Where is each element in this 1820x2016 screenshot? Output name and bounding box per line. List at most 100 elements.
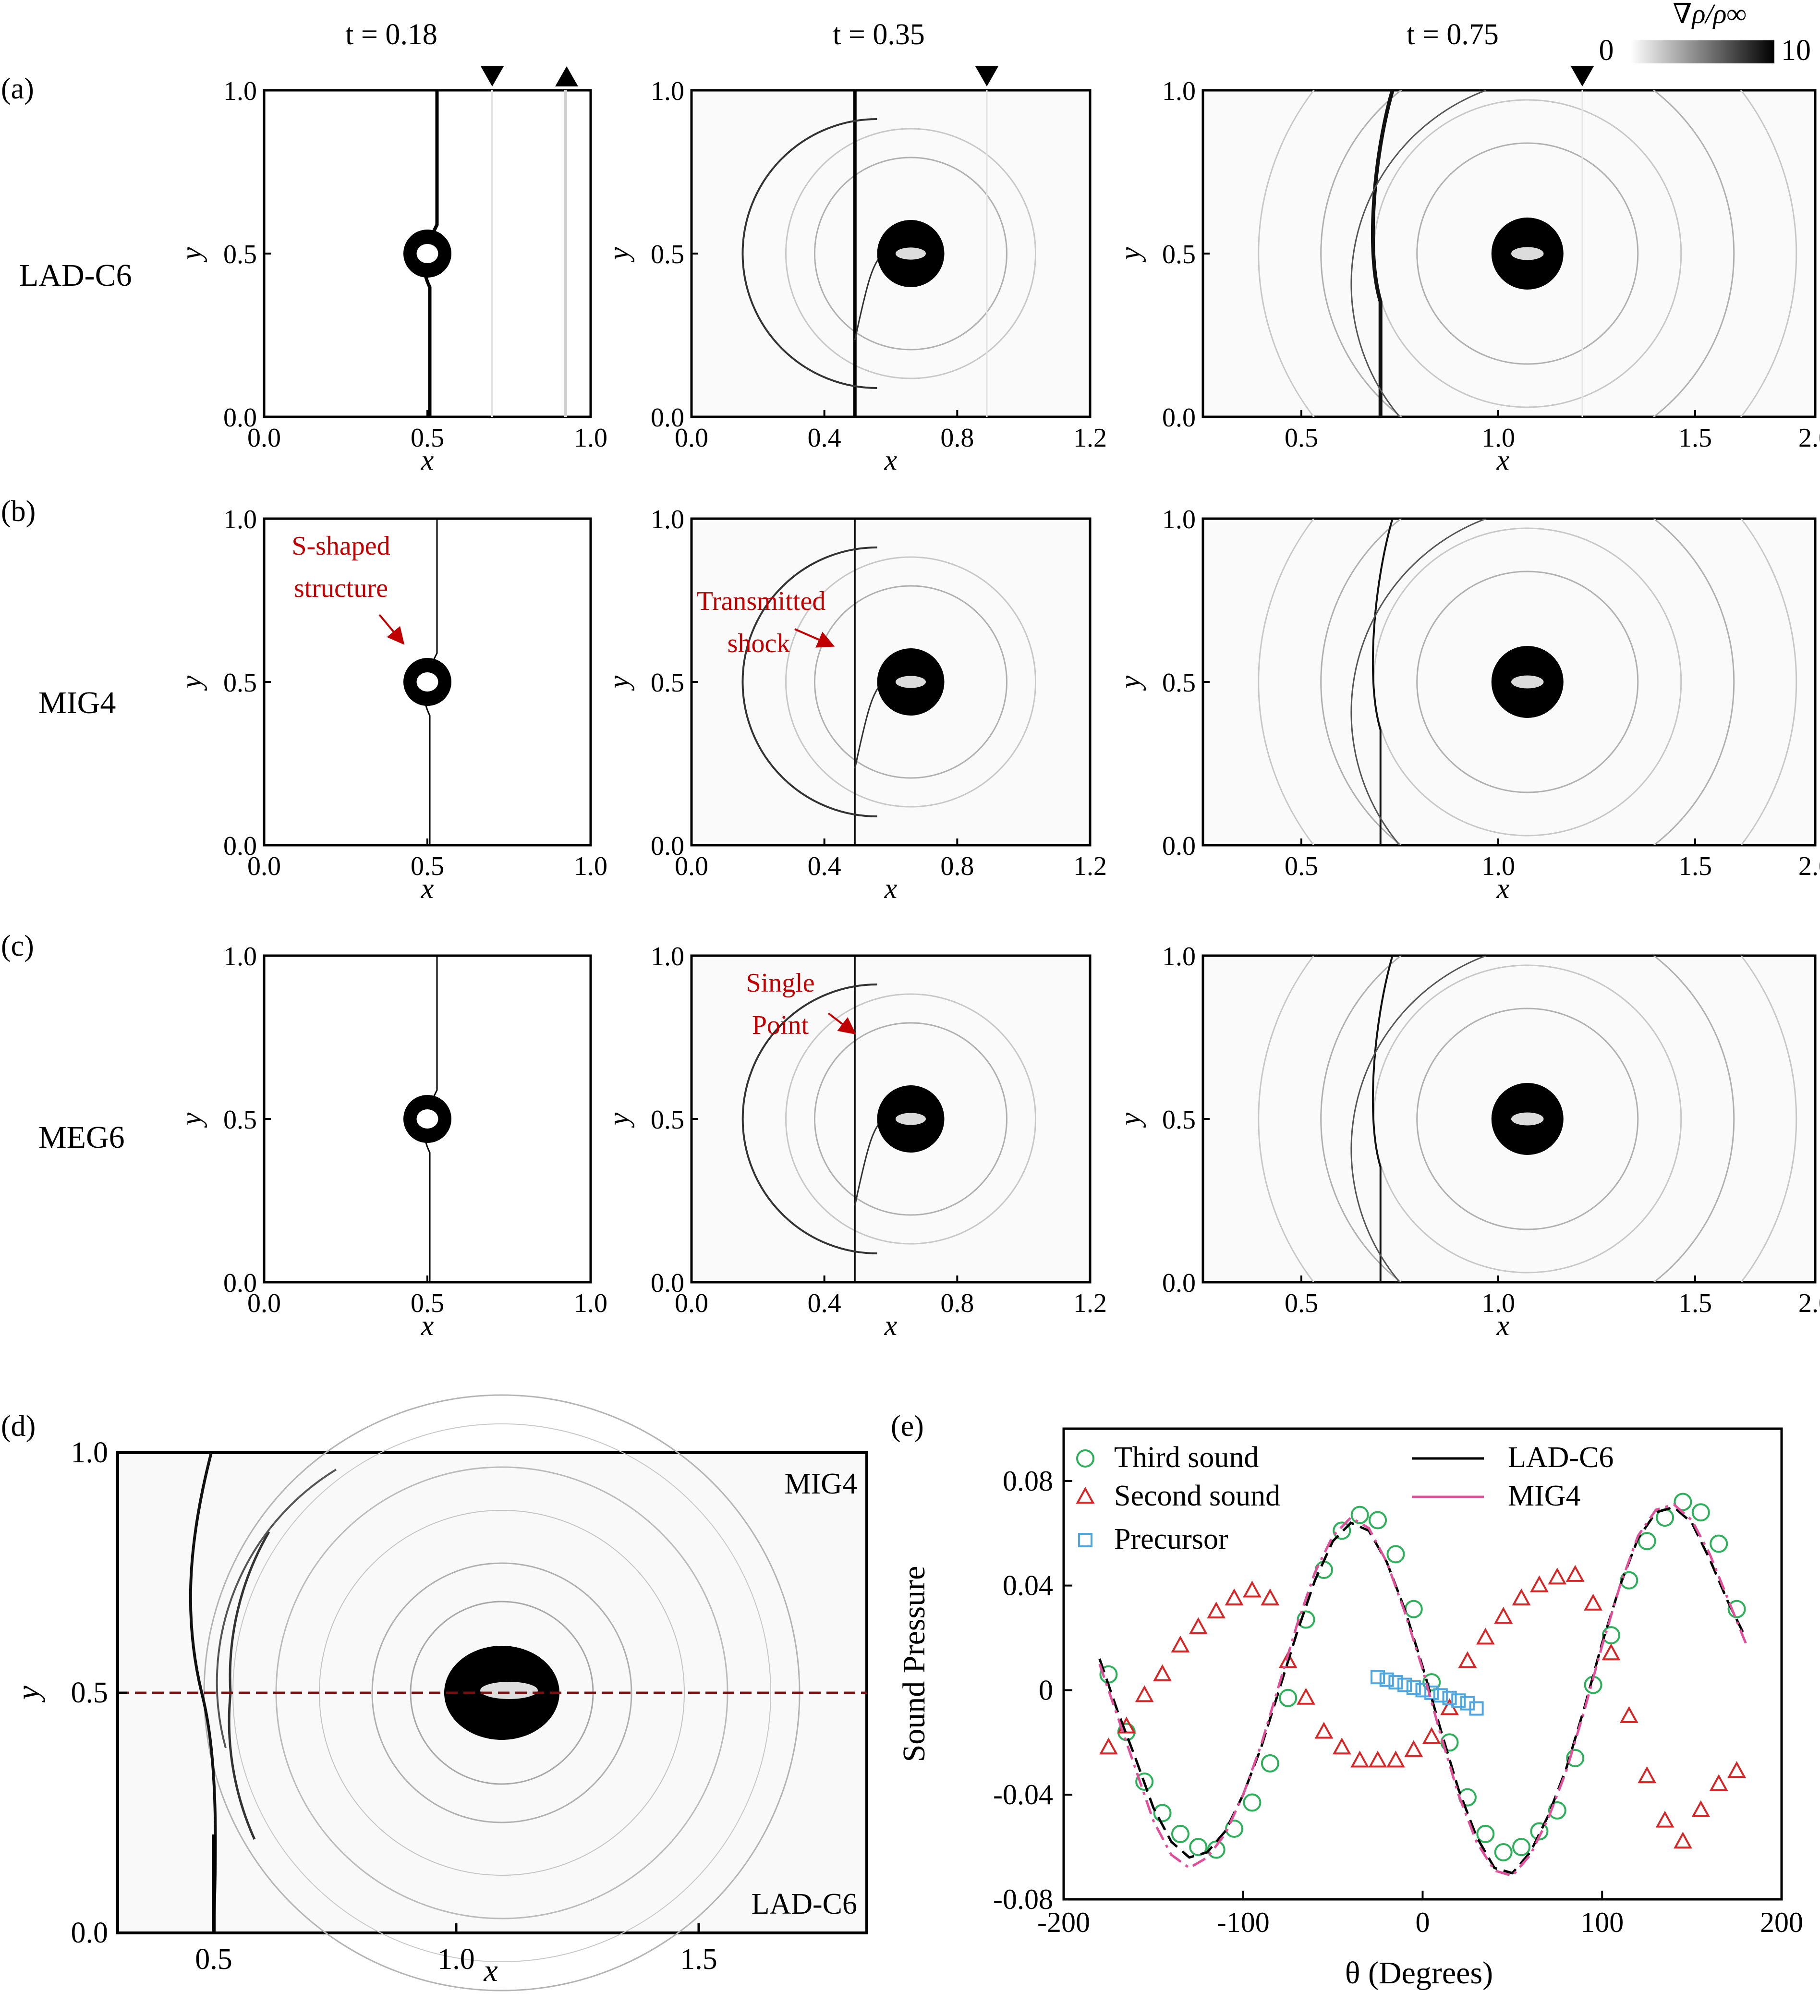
data-point — [1442, 1690, 1457, 1705]
data-point — [1709, 1774, 1728, 1791]
ylabel: y — [1114, 1112, 1146, 1128]
row-name-mig4: MIG4 — [38, 685, 116, 720]
panel-e-chart: (e) -200 -100 0 100 200 -0.08 -0.04 0 0.04 0.08 θ… — [891, 1410, 1803, 1991]
ytick-label: 0.04 — [1003, 1570, 1053, 1602]
xtick-label: -100 — [1217, 1907, 1270, 1938]
data-point — [1710, 1534, 1728, 1553]
data-point — [1458, 1651, 1477, 1668]
annotation-s-shaped-arrow — [378, 614, 405, 645]
probe-markers — [481, 66, 1594, 86]
xtick-label: 100 — [1580, 1907, 1624, 1938]
colorbar-max: 10 — [1781, 34, 1811, 67]
ytick-label: 1.0 — [1162, 76, 1196, 106]
xtick-label: 0.0 — [247, 851, 281, 881]
ylabel: y — [175, 247, 207, 263]
data-point — [1433, 1688, 1448, 1703]
ytick-label: 1.0 — [223, 942, 257, 972]
ytick-label: 0.0 — [651, 1268, 684, 1298]
legend-item-precursor: Precursor — [1078, 1523, 1228, 1555]
panel-d-tag: (d) — [1, 1410, 36, 1443]
data-point — [1171, 1635, 1190, 1652]
ytick-label: 1.0 — [223, 505, 257, 534]
data-point — [1548, 1567, 1567, 1585]
xtick-label: 0.4 — [808, 1288, 841, 1318]
ylabel: y — [603, 1112, 634, 1128]
simulation-panels: 0.00.51.0y0.0 0.5 1.0x0.00.51.0y0.0 0.4 0.8 1… — [175, 66, 1820, 1341]
ylabel: y — [603, 675, 634, 691]
data-point — [1638, 1766, 1657, 1784]
panel-e-xlabel: θ (Degrees) — [1345, 1955, 1493, 1991]
data-point — [1279, 1688, 1298, 1707]
ytick-label: 0.5 — [651, 668, 684, 698]
legend-label: Second sound — [1114, 1480, 1280, 1512]
xtick-label: 0.8 — [940, 423, 974, 453]
data-point — [1379, 1672, 1394, 1687]
data-point — [1727, 1761, 1746, 1778]
data-point — [1674, 1493, 1692, 1511]
row-name-lad-c6: LAD-C6 — [19, 258, 132, 293]
data-point — [1494, 1606, 1513, 1624]
xtick-label: 0.4 — [808, 423, 841, 453]
xtick-label: 1.5 — [1678, 423, 1712, 453]
data-point — [1476, 1824, 1495, 1843]
data-point — [1397, 1677, 1412, 1692]
ylabel: y — [175, 675, 207, 691]
xlabel: x — [884, 444, 898, 476]
panel-d-ylabel: y — [11, 1686, 46, 1703]
colorbar: ∇ρ/ρ∞ 0 10 — [1599, 0, 1811, 67]
panel-lad-c6-col0: 0.0 0.5 1.0 y 0.0 0.5 1.0 x — [175, 76, 607, 476]
data-point — [1368, 1750, 1387, 1768]
data-point — [1135, 1685, 1154, 1702]
annotation-s-shaped-line1: S-shaped — [291, 531, 390, 561]
data-point — [1566, 1749, 1585, 1767]
data-point — [1261, 1588, 1280, 1605]
xtick-label: 1.2 — [1073, 851, 1107, 881]
annotation-single-point: Single Point — [746, 968, 856, 1040]
column-title-t075: t = 0.75 — [1407, 18, 1499, 51]
colorbar-gradient — [1630, 40, 1774, 63]
data-point — [1548, 1801, 1566, 1820]
ylabel: y — [1114, 675, 1146, 691]
panel-mig4-col2: 0.0 0.5 1.0 y 0.5 1.0 1.5 2.0 x — [1114, 505, 1820, 904]
column-title-t035: t = 0.35 — [833, 18, 925, 51]
xlabel: x — [421, 873, 434, 904]
legend-label: LAD-C6 — [1508, 1441, 1614, 1474]
xtick-label: 0.0 — [675, 851, 708, 881]
data-point — [1386, 1545, 1405, 1564]
panel-d-xlabel: x — [483, 1953, 497, 1988]
xtick-label: 0.4 — [808, 851, 841, 881]
xtick-label: 1.0 — [1481, 851, 1515, 881]
ytick-label: 0.0 — [1162, 831, 1196, 861]
ytick-label: 0 — [1039, 1674, 1053, 1706]
ytick-label: 0.0 — [223, 403, 257, 433]
series-line — [1098, 1503, 1747, 1877]
ytick-label: 1.0 — [223, 76, 257, 106]
xlabel: x — [1496, 444, 1510, 476]
panel-d-bottom-label: LAD-C6 — [752, 1888, 857, 1920]
panel-d-ytick-2: 1.0 — [71, 1436, 109, 1469]
ytick-label: -0.04 — [993, 1779, 1053, 1810]
down-triangle-marker — [1571, 66, 1594, 86]
series-mig4 — [1098, 1503, 1747, 1877]
annotation-s-shaped: S-shaped structure — [291, 531, 405, 645]
xtick-label: 0.0 — [675, 1288, 708, 1318]
annotation-single-line2: Point — [752, 1010, 809, 1040]
data-point — [1565, 1565, 1585, 1582]
annotation-transmitted-arrow — [794, 628, 835, 648]
xtick-label: -200 — [1037, 1907, 1090, 1938]
up-triangle-marker — [555, 66, 578, 86]
ylabel: y — [1114, 247, 1146, 263]
ytick-label: 1.0 — [651, 505, 684, 534]
row-name-meg6: MEG6 — [38, 1120, 125, 1155]
panel-d-xticks: 0.5 1.0 1.5 — [195, 1923, 717, 1976]
xtick-label: 0 — [1416, 1907, 1430, 1938]
data-point — [1691, 1800, 1711, 1817]
data-point — [1476, 1627, 1495, 1645]
xtick-label: 0.5 — [411, 1288, 444, 1318]
data-point — [1691, 1503, 1710, 1522]
annotation-s-shaped-line2: structure — [294, 573, 388, 603]
data-point — [1422, 1727, 1441, 1744]
legend-label: MIG4 — [1508, 1480, 1581, 1512]
xtick-label: 2.0 — [1798, 1288, 1820, 1318]
